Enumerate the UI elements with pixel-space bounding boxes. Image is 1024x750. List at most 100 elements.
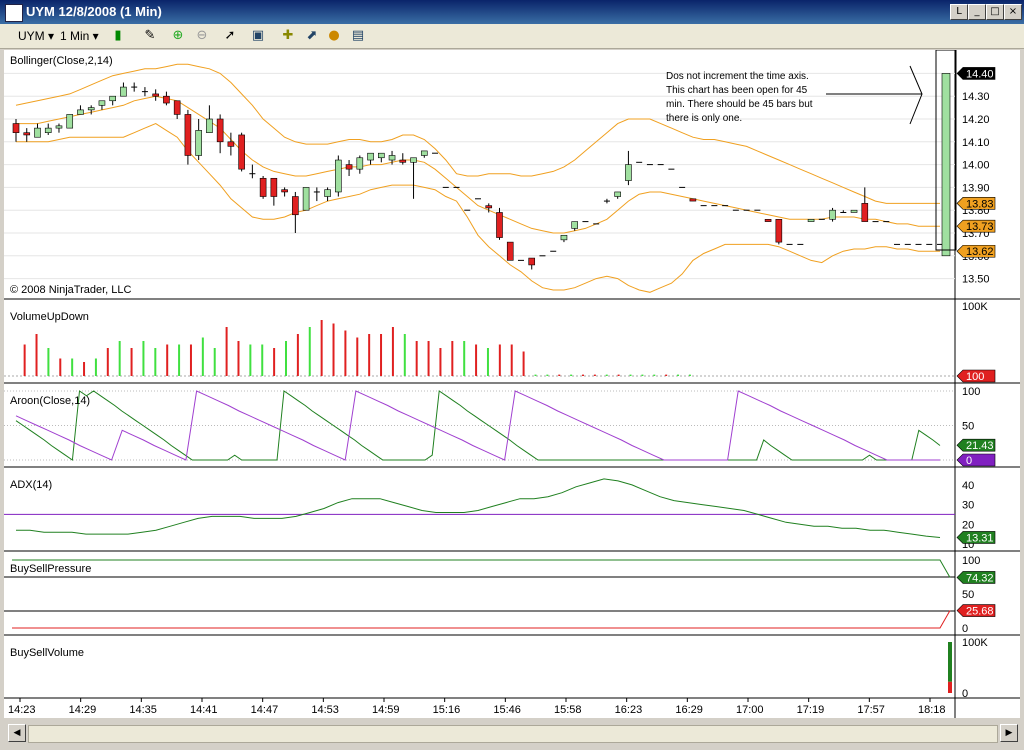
price-0-marker bbox=[956, 67, 996, 80]
candle-body bbox=[420, 150, 428, 156]
aroon-title: Aroon(Close,14) bbox=[10, 395, 90, 407]
candle-body bbox=[292, 196, 299, 216]
time-tick-label: 14:47 bbox=[251, 704, 279, 716]
live-bar bbox=[941, 73, 951, 257]
candle-body bbox=[55, 125, 63, 129]
candlestick-icon[interactable]: ▮ bbox=[114, 28, 122, 43]
candle-body bbox=[77, 109, 84, 115]
candle-body bbox=[270, 177, 278, 197]
aroon-up-line bbox=[15, 390, 941, 461]
scroll-left-button[interactable]: ◀ bbox=[8, 724, 26, 742]
adx-tick: 40 bbox=[962, 480, 974, 492]
candle-body bbox=[764, 219, 772, 222]
candle-body bbox=[87, 107, 95, 111]
bollinger-upper-band bbox=[15, 63, 940, 204]
interval-label: 1 Min bbox=[60, 29, 90, 43]
buy-pressure-marker-label: 74.32 bbox=[966, 572, 994, 584]
candle-body bbox=[775, 219, 783, 243]
price-3-marker-label: 13.62 bbox=[966, 246, 994, 258]
coin-icon[interactable]: ● bbox=[328, 28, 340, 43]
candle-body bbox=[302, 187, 310, 211]
candle-body bbox=[195, 130, 202, 156]
candle-body bbox=[163, 95, 170, 104]
chart-toolbar: UYM ▾ 1 Min ▾ ▮ ✎ ⊕ ⊖ ➚ ▣ ✚ ⬈ ● ▤ bbox=[0, 24, 1024, 49]
price-2-marker bbox=[956, 219, 996, 233]
scroll-right-button[interactable]: ▶ bbox=[1000, 724, 1018, 742]
volume-tick: 100K bbox=[962, 301, 988, 313]
zoom-out-icon[interactable]: ⊖ bbox=[196, 28, 208, 43]
bollinger-lower-band bbox=[16, 123, 940, 293]
candle-body bbox=[378, 152, 385, 159]
aroon-up-marker-label: 21.43 bbox=[966, 440, 994, 452]
time-tick-label: 14:53 bbox=[311, 704, 339, 716]
price-2-marker-label: 13.73 bbox=[966, 221, 994, 233]
candle-body bbox=[388, 155, 396, 161]
horizontal-scrollbar[interactable]: ◀ ▶ bbox=[4, 720, 1020, 746]
indicators-icon[interactable]: ✚ bbox=[282, 28, 294, 43]
sell-pressure-line bbox=[12, 610, 951, 629]
sell-volume-bar bbox=[948, 681, 952, 693]
time-tick-label: 15:16 bbox=[433, 704, 461, 716]
candle-body bbox=[109, 95, 116, 102]
candle-body bbox=[173, 100, 181, 115]
candle-body bbox=[345, 164, 353, 170]
sell-pressure-marker bbox=[956, 604, 996, 617]
minimize-button[interactable]: _ bbox=[968, 4, 986, 20]
price-0-marker-label: 14.40 bbox=[966, 68, 994, 80]
maximize-button[interactable]: □ bbox=[986, 4, 1004, 20]
instrument-select[interactable]: UYM ▾ bbox=[18, 29, 55, 43]
adx-title: ADX(14) bbox=[10, 479, 52, 491]
close-button[interactable]: × bbox=[1004, 4, 1022, 20]
candle-body bbox=[356, 157, 364, 170]
price-tick: 13.50 bbox=[962, 274, 990, 286]
bsp-tick: 50 bbox=[962, 589, 974, 601]
data-box-icon[interactable]: ▤ bbox=[351, 28, 365, 43]
volume-marker bbox=[956, 369, 996, 383]
live-bar-highlight bbox=[935, 49, 957, 251]
time-tick-label: 16:29 bbox=[675, 704, 703, 716]
price-tick: 13.90 bbox=[962, 182, 990, 194]
candle-body bbox=[324, 189, 331, 197]
candle-body bbox=[335, 159, 342, 193]
aroon-down-marker bbox=[956, 453, 996, 467]
candle-body bbox=[152, 93, 159, 97]
adx-tick: 30 bbox=[962, 500, 974, 512]
time-tick-label: 17:57 bbox=[857, 704, 885, 716]
time-tick-label: 14:59 bbox=[372, 704, 400, 716]
bsp-tick: 100 bbox=[962, 555, 980, 567]
pencil-icon[interactable]: ✎ bbox=[144, 28, 156, 43]
candle-body bbox=[66, 114, 74, 129]
aroon-down-marker-label: 0 bbox=[966, 455, 972, 467]
time-tick-label: 17:00 bbox=[736, 704, 764, 716]
help-button[interactable]: L bbox=[950, 4, 968, 20]
price-tick: 14.10 bbox=[962, 137, 990, 149]
candle-body bbox=[259, 177, 267, 197]
price-tick: 14.30 bbox=[962, 91, 990, 103]
cursor-icon[interactable]: ➚ bbox=[224, 28, 236, 43]
candle-body bbox=[410, 157, 417, 163]
chart-svg[interactable]: 14.4014.3014.2014.1014.0013.9013.8013.70… bbox=[4, 49, 1020, 718]
time-tick-label: 15:58 bbox=[554, 704, 582, 716]
candle-body bbox=[23, 132, 31, 136]
price-tick: 14.00 bbox=[962, 160, 990, 172]
price-1-marker-label: 13.83 bbox=[966, 198, 994, 210]
bollinger-title: Bollinger(Close,2,14) bbox=[10, 55, 113, 67]
scroll-track[interactable] bbox=[28, 725, 998, 743]
strategy-icon[interactable]: ⬈ bbox=[306, 28, 318, 43]
adx-marker-label: 13.31 bbox=[966, 532, 994, 544]
candle-body bbox=[184, 114, 192, 156]
zoom-in-icon[interactable]: ⊕ bbox=[172, 28, 184, 43]
adx-line bbox=[16, 478, 941, 538]
chart-area[interactable]: 14.4014.3014.2014.1014.0013.9013.8013.70… bbox=[4, 49, 1020, 718]
annotation-note: Dos not increment the time axis. This ch… bbox=[666, 71, 813, 124]
volume-marker-label: 100 bbox=[966, 371, 984, 383]
candle-body bbox=[399, 159, 407, 163]
bsp-tick: 0 bbox=[962, 623, 968, 635]
bsv-title: BuySellVolume bbox=[10, 647, 84, 659]
candle-body bbox=[44, 127, 52, 133]
time-tick-label: 14:29 bbox=[69, 704, 97, 716]
aroon-down-line bbox=[15, 390, 940, 461]
candle-body bbox=[238, 134, 245, 170]
interval-select[interactable]: 1 Min ▾ bbox=[60, 29, 99, 43]
properties-icon[interactable]: ▣ bbox=[251, 28, 265, 43]
